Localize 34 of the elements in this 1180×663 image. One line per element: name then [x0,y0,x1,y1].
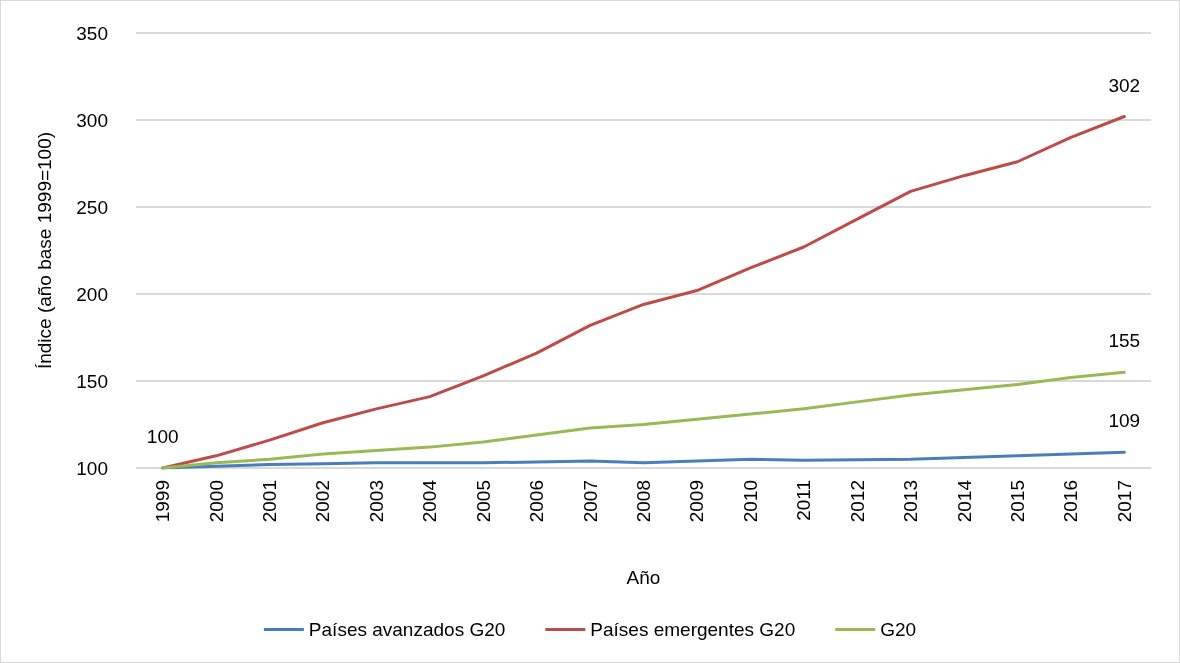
x-tick-label: 2008 [633,480,654,523]
x-tick-label: 2005 [472,480,494,523]
x-tick-label: 2016 [1060,480,1082,523]
y-tick-label: 350 [76,22,108,44]
x-tick-label: 2002 [312,480,334,523]
legend-label: Países emergentes G20 [590,619,796,640]
y-tick-label: 200 [76,283,108,305]
x-tick-label: 2009 [686,480,708,523]
x-tick-label: 2006 [526,480,548,523]
x-tick-label: 2004 [419,479,441,523]
data-label: 155 [1108,330,1141,352]
y-axis-title: Índice (año base 1999=100) [34,131,55,370]
x-tick-label: 2017 [1113,480,1135,523]
x-tick-label: 2010 [739,480,761,523]
data-label: 302 [1108,74,1141,96]
x-axis-title: Año [626,567,661,588]
x-tick-label: 1999 [152,480,174,523]
y-tick-label: 150 [76,370,108,392]
x-tick-label: 2003 [365,480,387,523]
data-label: 109 [1108,410,1141,432]
x-tick-label: 2001 [259,480,281,523]
x-tick-label: 2000 [205,480,227,523]
x-tick-label: 2007 [579,480,601,523]
legend-label: G20 [880,619,917,640]
y-tick-label: 300 [76,109,108,131]
x-tick-label: 2014 [953,479,975,523]
x-tick-label: 2011 [793,480,815,521]
y-tick-label: 100 [76,457,108,479]
x-tick-label: 2015 [1006,480,1028,523]
data-label: 100 [146,426,179,447]
legend-label: Países avanzados G20 [308,619,506,640]
y-tick-label: 250 [76,196,108,218]
x-tick-label: 2012 [846,480,868,523]
x-tick-label: 2013 [900,480,922,523]
